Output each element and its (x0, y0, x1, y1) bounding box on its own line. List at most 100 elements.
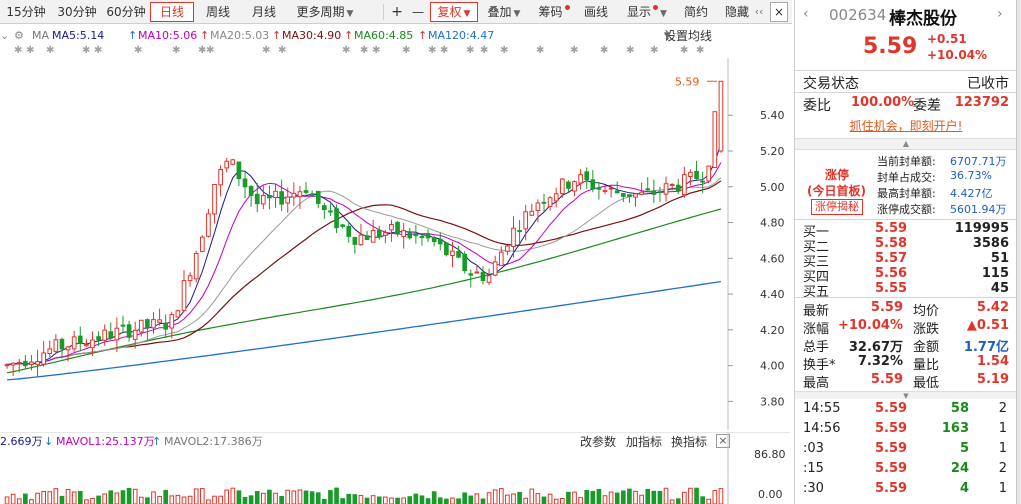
candle-body[interactable] (547, 197, 553, 207)
event-star-icon[interactable]: ✱ (278, 45, 287, 56)
candle-body[interactable] (462, 253, 468, 272)
candle-body[interactable] (236, 161, 242, 180)
candle-body[interactable] (138, 319, 144, 333)
candle-body[interactable] (639, 191, 644, 195)
candle-body[interactable] (224, 160, 230, 169)
event-star-icon[interactable]: ✱ (696, 45, 705, 56)
event-star-icon[interactable]: ✱ (26, 45, 35, 56)
event-star-icon[interactable]: ✱ (570, 45, 579, 56)
candle-body[interactable] (456, 250, 461, 258)
candle-body[interactable] (193, 253, 199, 280)
edit-params-button[interactable]: 改参数 (580, 435, 617, 449)
chevron-left-icon[interactable]: ‹ (803, 6, 809, 22)
candle-body[interactable] (65, 346, 71, 351)
candle-body[interactable] (688, 171, 693, 177)
candle-body[interactable] (23, 360, 28, 367)
promo-banner[interactable]: 抓住机会，即刻开户! (795, 117, 1017, 135)
event-star-icon[interactable]: ✱ (500, 45, 509, 56)
event-star-icon[interactable]: ✱ (94, 45, 103, 56)
candle-body[interactable] (627, 194, 632, 198)
more-periods-dropdown[interactable]: 更多周期 ▼ (290, 2, 360, 22)
candle-body[interactable] (383, 232, 388, 236)
candle-body[interactable] (633, 193, 638, 198)
zoom-in-button[interactable]: + (391, 4, 403, 20)
candle-body[interactable] (47, 348, 53, 355)
candle-body[interactable] (492, 261, 498, 276)
hide-button[interactable]: 隐藏 (724, 5, 749, 19)
candle-body[interactable] (322, 205, 327, 211)
candle-body[interactable] (596, 187, 602, 190)
candle-body[interactable] (181, 280, 187, 311)
event-star-icon[interactable]: ✱ (14, 45, 23, 56)
chevron-left-icon[interactable]: ‹‹ (754, 5, 764, 18)
candle-body[interactable] (126, 324, 132, 338)
candle-body[interactable] (602, 189, 608, 193)
candle-body[interactable] (694, 170, 699, 180)
event-star-icon[interactable]: ✱ (342, 45, 351, 56)
candle-body[interactable] (505, 245, 510, 252)
candle-body[interactable] (523, 211, 529, 230)
candle-body[interactable] (419, 235, 425, 238)
period-weekly-tab[interactable]: 周线 (205, 5, 230, 19)
event-star-icon[interactable]: ✱ (206, 45, 215, 56)
candle-body[interactable] (145, 319, 150, 329)
candle-body[interactable] (535, 202, 541, 211)
candle-body[interactable] (279, 191, 284, 205)
candle-body[interactable] (444, 242, 449, 256)
order-book-row[interactable]: 买四 5.56 115 (795, 266, 1017, 285)
candle-body[interactable] (230, 159, 236, 165)
candle-body[interactable] (206, 213, 211, 237)
volume-chart[interactable]: 86.80 0.00 (0, 432, 790, 504)
candle-body[interactable] (84, 343, 89, 347)
candle-body[interactable] (578, 174, 583, 184)
open-account-link[interactable]: 抓住机会，即刻开户! (849, 119, 963, 133)
event-star-icon[interactable]: ✱ (680, 45, 689, 56)
candle-body[interactable] (718, 80, 724, 152)
candle-body[interactable] (212, 183, 217, 215)
candle-body[interactable] (96, 336, 101, 341)
candle-body[interactable] (364, 235, 370, 241)
simple-mode-button[interactable]: 简约 (683, 5, 708, 19)
candle-body[interactable] (108, 331, 114, 339)
candle-body[interactable] (346, 225, 352, 237)
candle-body[interactable] (480, 271, 486, 282)
candle-body[interactable] (682, 174, 687, 196)
candle-body[interactable] (352, 237, 358, 245)
event-star-icon[interactable]: ✱ (360, 45, 369, 56)
event-star-icon[interactable]: ✱ (536, 45, 545, 56)
event-star-icon[interactable]: ✱ (134, 45, 143, 56)
candle-body[interactable] (663, 183, 669, 195)
candle-body[interactable] (572, 181, 577, 192)
candle-body[interactable] (529, 210, 535, 216)
period-60min-tab[interactable]: 60分钟 (106, 5, 146, 19)
candle-body[interactable] (102, 329, 108, 341)
collapse-toggle[interactable]: ▲ (795, 138, 1017, 150)
candle-body[interactable] (486, 275, 492, 283)
candle-body[interactable] (389, 223, 394, 231)
candle-body[interactable] (584, 171, 590, 181)
candle-body[interactable] (16, 362, 22, 365)
candle-body[interactable] (675, 184, 681, 192)
event-star-icon[interactable]: ✱ (626, 45, 635, 56)
event-star-icon[interactable]: ✱ (46, 45, 55, 56)
event-star-icon[interactable]: ✱ (402, 45, 411, 56)
candle-body[interactable] (315, 190, 321, 204)
candle-body[interactable] (517, 230, 522, 233)
candle-body[interactable] (163, 322, 169, 330)
candle-body[interactable] (541, 201, 547, 204)
close-icon[interactable]: × (716, 434, 730, 448)
candle-body[interactable] (303, 190, 309, 193)
candle-body[interactable] (59, 338, 65, 350)
candle-body[interactable] (114, 327, 120, 341)
adjust-dropdown[interactable]: 复权 ▼ (430, 2, 478, 22)
candle-body[interactable] (468, 273, 474, 276)
candle-body[interactable] (29, 361, 34, 365)
candle-body[interactable] (566, 181, 571, 189)
order-book-row[interactable]: 买二 5.58 3586 (795, 236, 1017, 255)
collapse-toggle[interactable]: ▼ (795, 391, 1017, 400)
candle-body[interactable] (4, 364, 10, 367)
candle-body[interactable] (437, 238, 443, 245)
candle-body[interactable] (71, 336, 77, 350)
event-star-icon[interactable]: ✱ (480, 45, 489, 56)
candle-body[interactable] (187, 275, 193, 282)
